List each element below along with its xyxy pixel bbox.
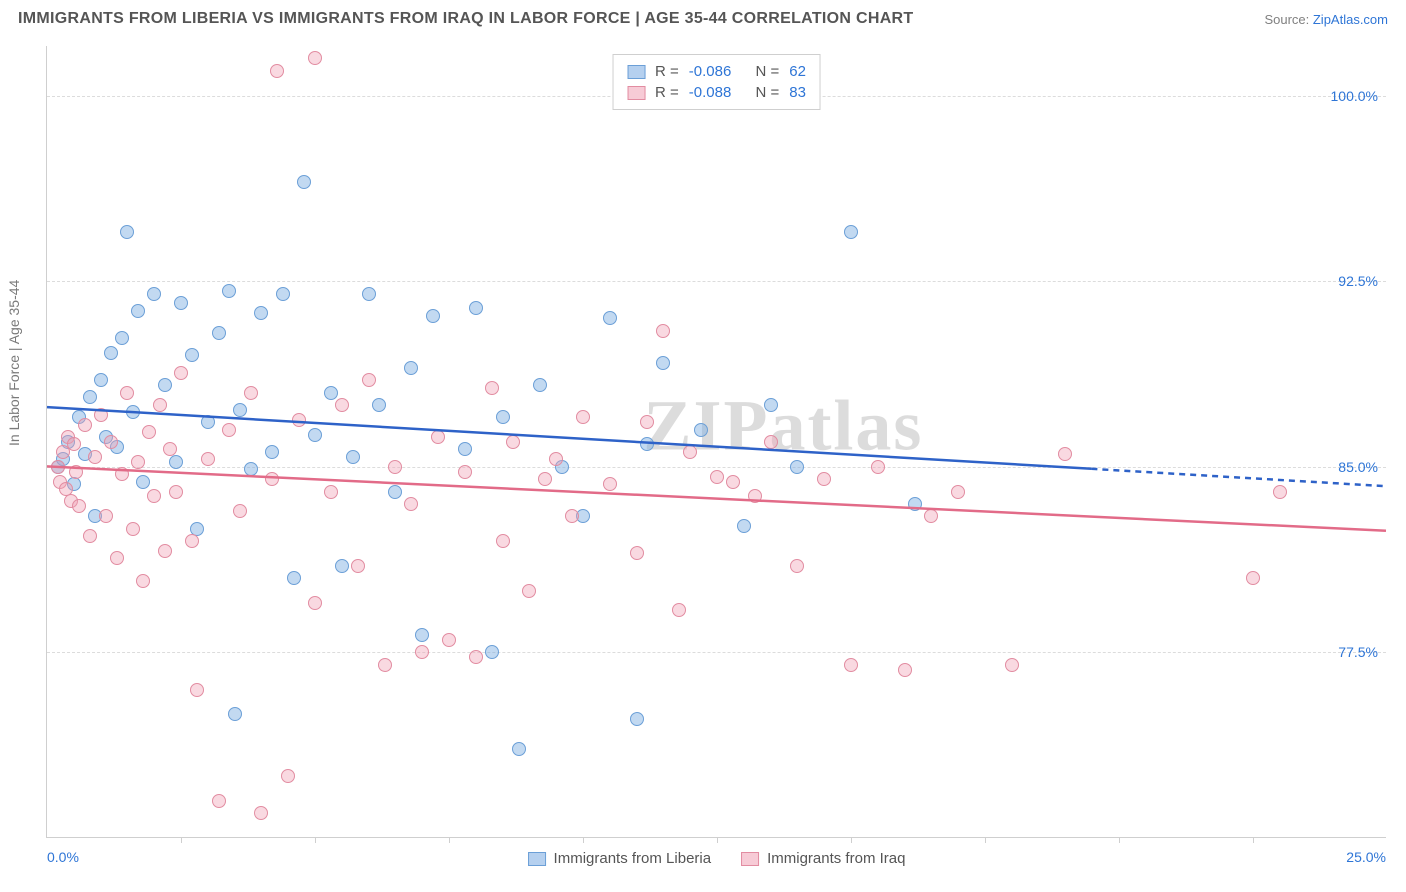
- stats-row-b: R = -0.088 N = 83: [627, 82, 806, 103]
- swatch-a-icon: [627, 65, 645, 79]
- bottom-legend: Immigrants from Liberia Immigrants from …: [528, 850, 906, 867]
- stats-legend: R = -0.086 N = 62 R = -0.088 N = 83: [612, 54, 821, 110]
- header-bar: IMMIGRANTS FROM LIBERIA VS IMMIGRANTS FR…: [0, 0, 1406, 32]
- source-link[interactable]: ZipAtlas.com: [1313, 12, 1388, 27]
- swatch-a-icon: [528, 852, 546, 866]
- chart-title: IMMIGRANTS FROM LIBERIA VS IMMIGRANTS FR…: [18, 10, 913, 28]
- trend-lines: [47, 46, 1386, 837]
- legend-item-b: Immigrants from Iraq: [741, 850, 905, 867]
- legend-item-a: Immigrants from Liberia: [528, 850, 712, 867]
- x-tick-start: 0.0%: [47, 849, 79, 865]
- stats-row-a: R = -0.086 N = 62: [627, 61, 806, 82]
- chart-area: ZIPatlas 77.5%85.0%92.5%100.0% R = -0.08…: [46, 46, 1386, 838]
- source-label: Source: ZipAtlas.com: [1264, 12, 1388, 27]
- swatch-b-icon: [741, 852, 759, 866]
- x-tick-end: 25.0%: [1346, 849, 1386, 865]
- y-axis-label: In Labor Force | Age 35-44: [6, 280, 22, 446]
- swatch-b-icon: [627, 86, 645, 100]
